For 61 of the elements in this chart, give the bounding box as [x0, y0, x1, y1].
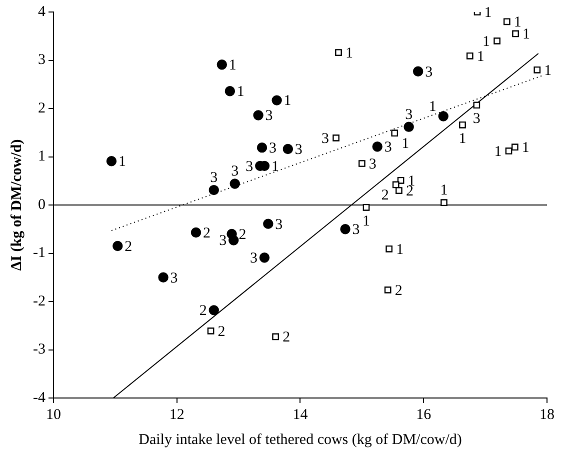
annotation: 3 [294, 142, 302, 158]
x-tick-label: 14 [292, 406, 308, 423]
annotation: 1 [284, 93, 292, 110]
annotation: 3 [472, 111, 480, 128]
annotation: 1 [476, 48, 484, 65]
annotation: 3 [219, 233, 227, 250]
annotation: 1 [522, 26, 530, 43]
x-tick-label: 12 [169, 406, 184, 423]
annotation: 1 [428, 99, 436, 116]
y-tick-label: -3 [32, 342, 46, 358]
annotation: 3 [352, 222, 360, 238]
annotation: 3 [322, 130, 330, 147]
annotation: 2 [218, 324, 226, 340]
annotation: 1 [440, 182, 448, 199]
annotation: 1 [514, 14, 522, 31]
x-axis-title: Daily intake level of tethered cows (kg of DM/cow/d) [138, 432, 462, 448]
annotation: 3 [210, 170, 218, 186]
annotation: 2 [381, 188, 389, 204]
annotation: 1 [118, 154, 126, 170]
y-tick-label: 4 [38, 4, 46, 20]
annotation: 1 [402, 136, 410, 152]
annotation: 3 [246, 158, 254, 175]
y-axis-title: ΔI (kg of DM/cow/d) [8, 139, 25, 271]
y-tick-label: -2 [32, 293, 46, 310]
annotation: 1 [396, 242, 404, 258]
annotation: 3 [405, 106, 413, 123]
annotation: 3 [269, 140, 276, 157]
annotation: 1 [494, 144, 502, 160]
annotation: 3 [231, 164, 239, 180]
annotation: 2 [124, 238, 132, 255]
annotation: 3 [250, 250, 258, 267]
y-tick-label: -4 [32, 390, 46, 406]
x-tick-label: 10 [46, 406, 61, 423]
annotation: 1 [522, 140, 530, 156]
annotation: 1 [271, 158, 279, 175]
annotation: 1 [228, 58, 236, 74]
annotation: 1 [544, 62, 552, 79]
y-tick-label: 2 [38, 100, 46, 116]
annotation: 3 [425, 64, 433, 80]
annotation: 1 [482, 34, 490, 50]
annotation: 2 [202, 225, 210, 242]
annotation: 3 [265, 108, 273, 124]
y-tick-label: -1 [32, 245, 46, 262]
annotation: 3 [384, 140, 392, 156]
annotation: 1 [236, 84, 244, 100]
y-tick-label: 0 [38, 196, 46, 213]
annotation: 2 [238, 226, 246, 243]
y-tick-label: 3 [38, 52, 46, 68]
annotation: 2 [394, 282, 402, 299]
y-tick-label: 1 [38, 148, 46, 165]
annotation: 1 [458, 130, 466, 147]
annotation: 3 [368, 156, 376, 172]
annotation: 1 [345, 45, 353, 62]
x-tick-label: 18 [540, 406, 554, 423]
annotation: 3 [170, 270, 178, 286]
annotation: 1 [484, 4, 492, 21]
annotation: 2 [282, 330, 290, 346]
x-tick-label: 16 [416, 406, 432, 423]
annotation: 2 [199, 303, 207, 320]
annotation: 1 [362, 213, 370, 230]
annotation: 3 [275, 216, 283, 233]
